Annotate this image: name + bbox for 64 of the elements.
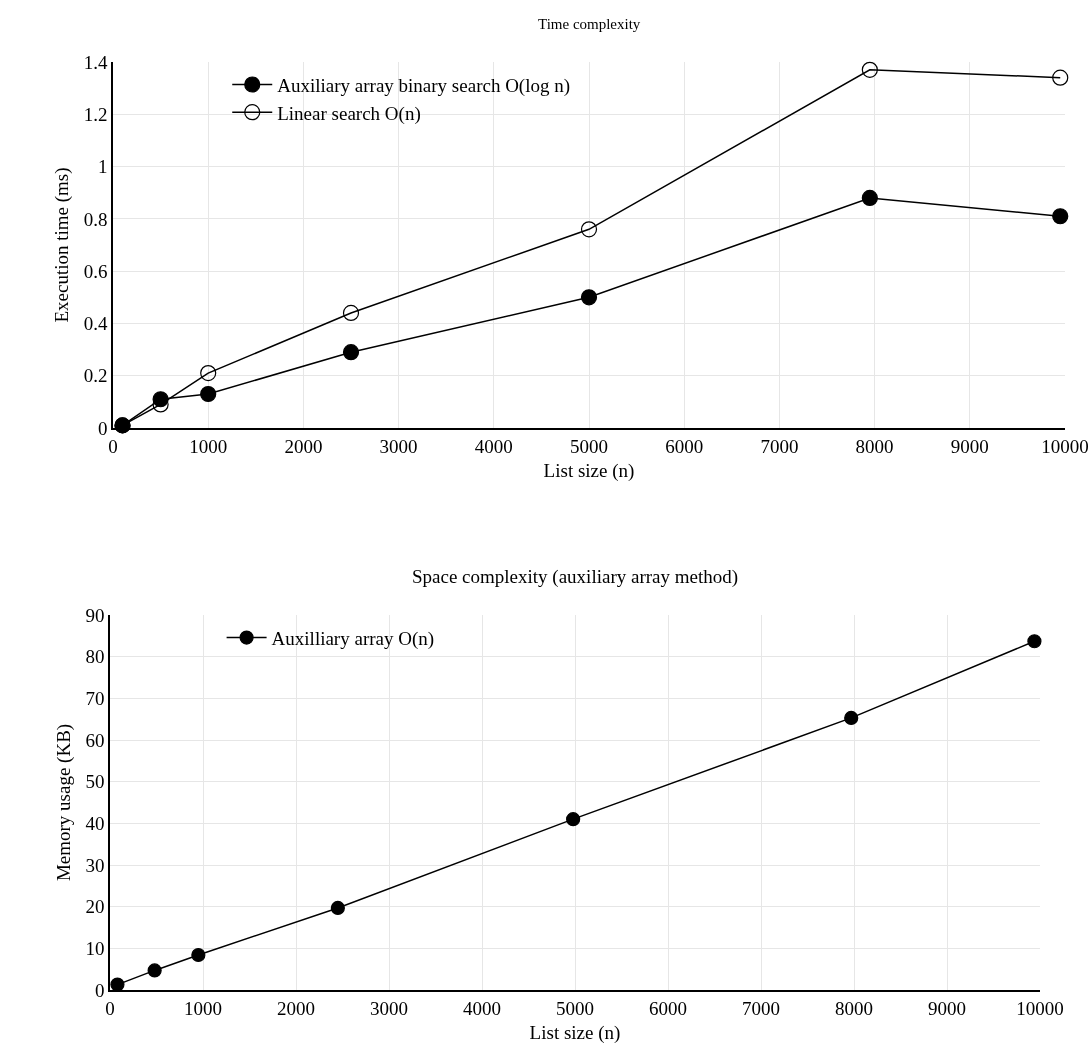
legend-label: Auxilliary array O(n) [271,628,435,651]
y-tick-label: 60 [85,729,105,751]
point [1027,634,1042,649]
y-tick-label: 0.6 [83,260,108,282]
x-tick-label: 6000 [649,997,687,1019]
x-tick-label: 4000 [474,435,513,457]
x-tick-label: 1000 [189,435,228,457]
x-tick-label: 5000 [570,435,608,457]
point [110,977,125,992]
y-tick-label: 0 [97,417,108,439]
x-tick-label: 8000 [855,435,894,457]
x-tick-label: 9000 [928,997,966,1019]
legend-label: Auxiliary array binary search O(log n) [277,74,571,97]
y-tick-label: 30 [85,854,105,876]
point [147,963,162,978]
x-axis-title: List size (n) [529,1021,621,1044]
y-tick-label: 1.2 [83,103,108,125]
x-tick-label: 2000 [284,435,323,457]
y-tick-label: 90 [85,604,105,626]
y-tick-label: 0.8 [83,208,108,230]
point [580,221,598,238]
point [342,344,360,361]
y-axis-title: Memory usage (KB) [52,723,75,882]
x-tick-label: 7000 [742,997,780,1019]
x-tick-label: 1000 [184,997,222,1019]
point [1052,69,1069,86]
point [861,189,878,207]
y-tick-label: 1 [97,156,108,178]
point [1052,208,1069,225]
y-tick-label: 0.4 [83,313,108,335]
point [200,365,217,382]
x-tick-label: 4000 [463,997,501,1019]
point [200,385,217,403]
x-tick-label: 8000 [835,997,873,1019]
x-tick-label: 2000 [277,997,315,1019]
x-tick-label: 7000 [760,435,799,457]
x-tick-label: 9000 [950,435,989,457]
point [566,812,581,827]
x-tick-label: 5000 [556,997,594,1019]
x-tick-label: 10000 [1016,997,1064,1019]
point [861,61,878,78]
x-tick-label: 3000 [370,997,408,1019]
point [342,304,360,322]
chart-title: Time complexity [538,16,641,32]
y-tick-label: 1.4 [83,51,108,73]
y-axis-title: Execution time (ms) [51,167,74,323]
point [844,710,859,726]
point [580,289,598,306]
y-tick-label: 80 [85,646,105,668]
point [330,900,345,916]
x-axis-title: List size (n) [543,459,635,482]
y-tick-label: 10 [85,937,105,959]
y-tick-label: 40 [85,812,105,834]
legend-label: Linear search O(n) [277,102,421,125]
y-tick-label: 0 [94,979,105,1001]
x-tick-label: 10000 [1041,435,1089,457]
chart-title: Space complexity (auxiliary array method) [412,566,739,588]
point [191,947,206,963]
y-tick-label: 70 [85,687,105,709]
x-tick-label: 3000 [379,435,418,457]
x-tick-label: 6000 [665,435,704,457]
y-tick-label: 0.2 [83,365,108,387]
y-tick-label: 50 [85,771,105,793]
y-tick-label: 20 [85,896,105,918]
